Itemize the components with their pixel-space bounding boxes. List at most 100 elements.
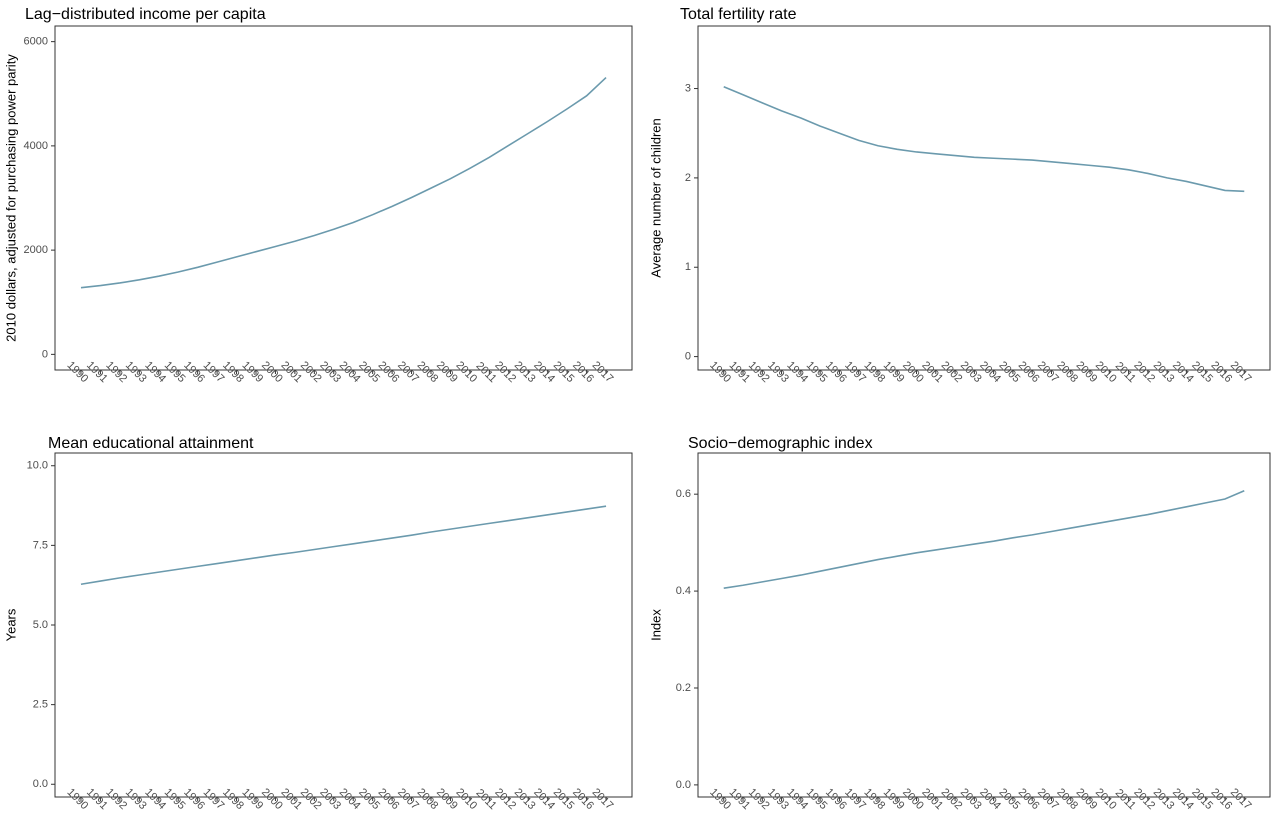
x-tick-label: 2004	[977, 786, 1003, 812]
x-tick-label: 2007	[1035, 359, 1061, 385]
x-tick-label: 2014	[1170, 359, 1196, 385]
x-tick-label: 1995	[804, 786, 830, 812]
x-tick-label: 2013	[1151, 359, 1177, 385]
x-tick-label: 2017	[1228, 786, 1254, 812]
chart-title: Socio−demographic index	[688, 435, 873, 452]
x-tick-label: 2017	[1228, 359, 1254, 385]
x-tick-label: 2002	[298, 359, 324, 385]
x-tick-label: 1994	[142, 359, 168, 385]
x-tick-label: 2017	[590, 786, 616, 812]
x-tick-label: 1992	[746, 786, 772, 812]
x-tick-label: 2013	[1151, 786, 1177, 812]
x-tick-label: 1990	[65, 786, 91, 812]
x-tick-label: 2001	[919, 786, 945, 812]
x-tick-label: 2008	[415, 359, 441, 385]
chart-title: Lag−distributed income per capita	[25, 6, 266, 23]
x-tick-label: 2002	[298, 786, 324, 812]
x-tick-label: 2010	[453, 786, 479, 812]
x-tick-label: 2005	[996, 786, 1022, 812]
x-tick-label: 1990	[707, 786, 733, 812]
x-tick-label: 2008	[1054, 786, 1080, 812]
x-tick-label: 2002	[939, 786, 965, 812]
y-tick-label: 1	[685, 261, 691, 273]
x-tick-label: 2008	[1054, 359, 1080, 385]
x-tick-label: 2000	[259, 359, 285, 385]
plot-frame	[54, 25, 633, 371]
y-tick-label: 2.5	[33, 699, 48, 711]
x-tick-label: 2017	[590, 359, 616, 385]
x-tick-label: 2007	[395, 786, 421, 812]
x-tick-label: 1993	[123, 359, 149, 385]
x-tick-label: 1991	[727, 786, 753, 812]
x-tick-label: 2004	[977, 359, 1003, 385]
y-tick-label: 0.4	[676, 585, 691, 597]
x-tick-label: 2003	[317, 359, 343, 385]
x-tick-label: 2009	[434, 359, 460, 385]
x-tick-label: 1993	[123, 786, 149, 812]
x-tick-label: 2016	[570, 359, 596, 385]
x-tick-label: 1991	[84, 359, 110, 385]
chart-title: Total fertility rate	[680, 6, 797, 23]
x-tick-label: 1996	[181, 786, 207, 812]
x-tick-label: 1997	[201, 359, 227, 385]
x-tick-label: 1994	[142, 786, 168, 812]
x-tick-label: 2015	[551, 359, 577, 385]
x-tick-label: 2014	[1170, 786, 1196, 812]
x-tick-label: 2002	[939, 359, 965, 385]
x-tick-label: 2012	[492, 786, 518, 812]
chart-panel-3: Mean educational attainment Years 0.0 2.5 5.…	[3, 435, 633, 812]
x-tick-label: 2003	[958, 786, 984, 812]
series-line	[723, 86, 1245, 193]
x-tick-label: 2015	[551, 786, 577, 812]
x-tick-label: 1994	[784, 786, 810, 812]
x-tick-label: 1993	[765, 786, 791, 812]
x-tick-label: 2013	[512, 359, 538, 385]
x-tick-label: 2013	[512, 786, 538, 812]
x-tick-label: 2008	[415, 786, 441, 812]
x-tick-label: 2001	[278, 359, 304, 385]
x-tick-label: 1992	[103, 359, 129, 385]
x-tick-label: 2004	[337, 786, 363, 812]
y-tick-label: 0.6	[676, 488, 691, 500]
x-tick-label: 2003	[958, 359, 984, 385]
x-tick-label: 1997	[842, 786, 868, 812]
x-tick-label: 1992	[746, 359, 772, 385]
x-tick-label: 1999	[240, 359, 266, 385]
x-tick-label: 2014	[531, 786, 557, 812]
plot-frame	[697, 452, 1271, 798]
chart-panel-2: Total fertility rate Average number of ch…	[648, 6, 1271, 385]
y-tick-label: 5.0	[33, 619, 48, 631]
x-tick-label: 1996	[823, 786, 849, 812]
x-tick-label: 1997	[201, 786, 227, 812]
x-tick-label: 1990	[707, 359, 733, 385]
x-tick-label: 2007	[395, 359, 421, 385]
y-tick-label: 0.2	[676, 682, 691, 694]
x-tick-label: 2009	[1074, 786, 1100, 812]
x-tick-label: 2009	[434, 786, 460, 812]
x-tick-label: 2007	[1035, 786, 1061, 812]
x-tick-label: 2016	[570, 786, 596, 812]
y-axis-label: Average number of children	[648, 118, 663, 277]
y-axis-label: 2010 dollars, adjusted for purchasing po…	[3, 54, 18, 342]
x-tick-label: 2011	[474, 360, 499, 385]
x-tick-label: 2011	[474, 787, 499, 812]
plot-frame	[697, 25, 1271, 371]
x-tick-label: 1998	[220, 786, 246, 812]
x-tick-label: 2010	[1093, 786, 1119, 812]
chart-panel-1: Lag−distributed income per capita 2010 do…	[3, 6, 633, 385]
x-tick-label: 2003	[317, 786, 343, 812]
y-tick-label: 0.0	[676, 779, 691, 791]
x-tick-label: 1995	[162, 786, 188, 812]
x-tick-label: 1995	[804, 359, 830, 385]
y-tick-label: 3	[685, 82, 691, 94]
x-tick-label: 1991	[84, 786, 110, 812]
x-tick-label: 2001	[278, 786, 304, 812]
x-tick-label: 1990	[65, 359, 91, 385]
x-tick-label: 2001	[919, 359, 945, 385]
y-tick-label: 6000	[24, 36, 48, 48]
x-tick-label: 1993	[765, 359, 791, 385]
x-tick-label: 2016	[1209, 359, 1235, 385]
x-tick-label: 2016	[1209, 786, 1235, 812]
x-tick-label: 2005	[996, 359, 1022, 385]
x-tick-label: 2005	[356, 786, 382, 812]
